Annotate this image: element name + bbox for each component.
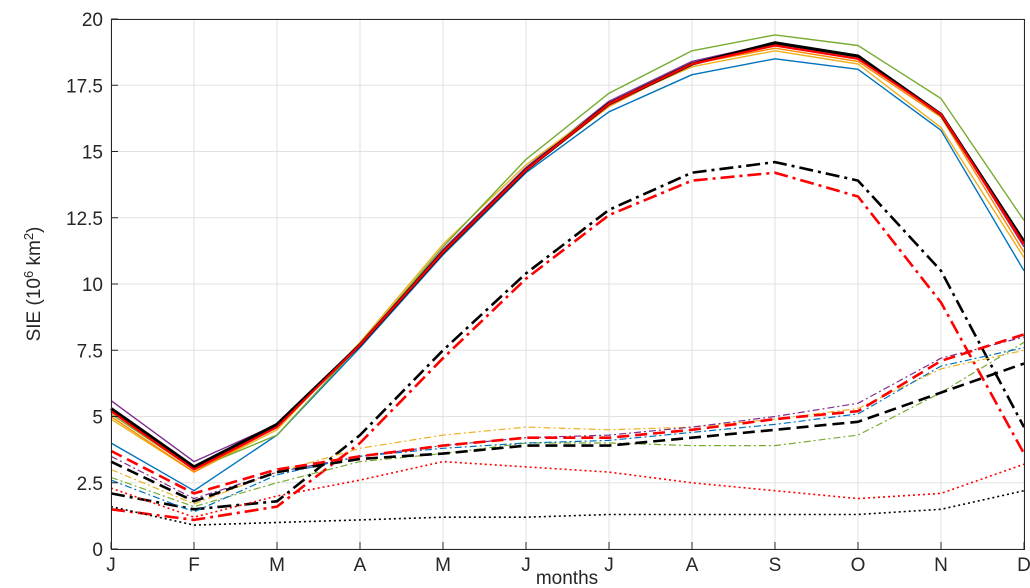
y-axis-label-exp2: 2 xyxy=(21,233,36,240)
series-line-6 xyxy=(110,41,1026,469)
grid-lines xyxy=(110,18,1025,550)
y-tick-label: 0 xyxy=(92,540,103,561)
series-line-16 xyxy=(110,460,1025,519)
series-line-9 xyxy=(110,171,1026,522)
y-tick-label: 17.5 xyxy=(66,76,103,97)
y-tick-label: 2.5 xyxy=(77,474,103,495)
y-axis-label-mid: km xyxy=(24,240,45,271)
series-line-17 xyxy=(110,489,1025,526)
y-tick-label: 7.5 xyxy=(77,341,103,362)
y-tick-label: 5 xyxy=(92,408,103,429)
x-tick-label: N xyxy=(934,555,948,576)
y-tick-label: 15 xyxy=(82,143,103,164)
y-axis-label-suffix: ) xyxy=(24,227,45,233)
y-axis-label-exp1: 6 xyxy=(21,271,36,278)
x-tick-label: A xyxy=(354,555,367,576)
x-tick-label: J xyxy=(604,555,614,576)
series-line-11 xyxy=(110,336,1025,500)
y-tick-label: 10 xyxy=(82,275,103,296)
series-line-4 xyxy=(110,34,1025,471)
x-tick-label: M xyxy=(269,555,285,576)
x-tick-label: A xyxy=(686,555,699,576)
series-line-12 xyxy=(110,341,1025,508)
series-line-13 xyxy=(110,347,1025,513)
x-tick-label: S xyxy=(769,555,782,576)
x-tick-label: J xyxy=(106,555,116,576)
x-tick-label: F xyxy=(188,555,200,576)
series-line-8 xyxy=(110,160,1026,511)
y-tick-label: 12.5 xyxy=(66,209,103,230)
series-line-15 xyxy=(110,333,1025,495)
series-line-7 xyxy=(110,44,1025,471)
series-line-2 xyxy=(110,50,1025,473)
y-axis-label-prefix: SIE (10 xyxy=(24,278,45,341)
series-line-3 xyxy=(110,58,1025,492)
x-tick-label: M xyxy=(435,555,451,576)
series-line-5 xyxy=(110,47,1025,473)
y-tick-label: 20 xyxy=(82,10,103,31)
x-tick-label: J xyxy=(521,555,531,576)
y-axis-label: SIE (106 km2) xyxy=(21,227,46,342)
series-line-14 xyxy=(110,362,1025,503)
y-axis-ticks: 0 2.5 5 7.5 10 12.5 15 17.5 20 xyxy=(66,10,118,561)
x-axis-label: months xyxy=(536,568,598,588)
x-tick-label: D xyxy=(1017,555,1030,576)
series-line-1 xyxy=(110,42,1025,463)
series-lines xyxy=(110,34,1026,526)
series-line-10 xyxy=(110,349,1025,505)
x-tick-label: O xyxy=(851,555,866,576)
